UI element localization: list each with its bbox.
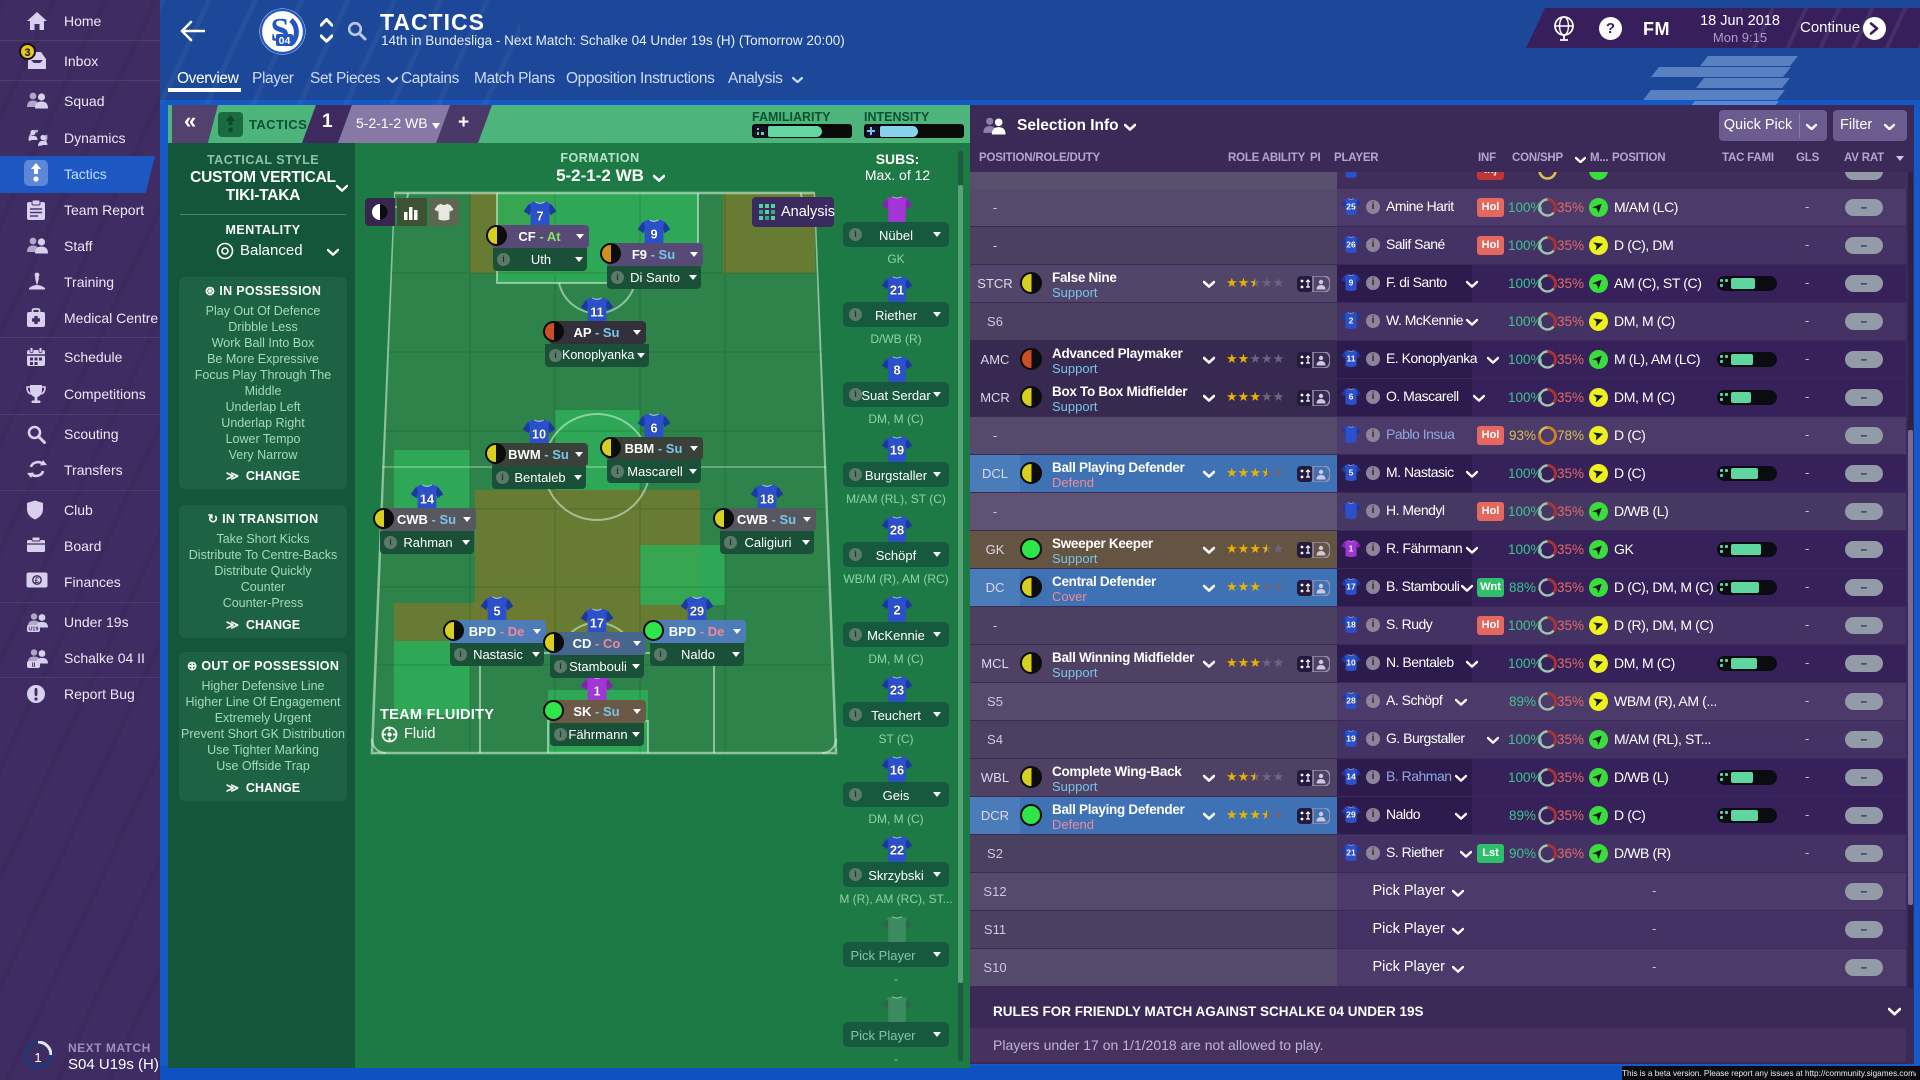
svg-text:19: 19 [890, 442, 904, 457]
svg-text:II: II [32, 662, 36, 668]
svg-text:£: £ [35, 576, 40, 585]
svg-text:18: 18 [1346, 620, 1356, 630]
svg-text:6: 6 [1349, 392, 1354, 402]
svg-text:11: 11 [1347, 354, 1356, 364]
svg-text:21: 21 [1346, 848, 1356, 858]
svg-text:25: 25 [1346, 202, 1356, 212]
svg-text:04: 04 [279, 35, 291, 47]
svg-text:2: 2 [893, 602, 900, 617]
svg-text:U19: U19 [28, 627, 38, 632]
svg-text:23: 23 [890, 682, 904, 697]
svg-text:16: 16 [890, 762, 904, 777]
svg-text:17: 17 [590, 616, 604, 631]
svg-text:8: 8 [893, 362, 900, 377]
svg-text:18: 18 [760, 492, 774, 507]
svg-text:1: 1 [1349, 544, 1354, 554]
svg-text:17: 17 [1346, 582, 1356, 592]
svg-text:5: 5 [1349, 468, 1354, 478]
svg-text:29: 29 [1346, 810, 1356, 820]
svg-text:2: 2 [1349, 316, 1354, 326]
svg-text:19: 19 [1346, 734, 1356, 744]
svg-text:14: 14 [420, 492, 435, 507]
svg-text:10: 10 [532, 427, 546, 442]
svg-text:28: 28 [1346, 696, 1356, 706]
svg-text:21: 21 [890, 282, 904, 297]
svg-text:28: 28 [890, 522, 904, 537]
svg-text:5: 5 [493, 604, 500, 619]
svg-text:11: 11 [590, 305, 603, 320]
svg-text:22: 22 [890, 842, 904, 857]
svg-text:9: 9 [1349, 278, 1354, 288]
svg-text:29: 29 [690, 604, 704, 619]
svg-text:10: 10 [1346, 658, 1356, 668]
svg-text:26: 26 [1346, 240, 1356, 250]
svg-text:9: 9 [650, 227, 657, 242]
svg-text:1: 1 [593, 684, 600, 699]
svg-text:14: 14 [1346, 772, 1356, 782]
svg-text:7: 7 [536, 209, 543, 224]
svg-text:6: 6 [650, 421, 657, 436]
